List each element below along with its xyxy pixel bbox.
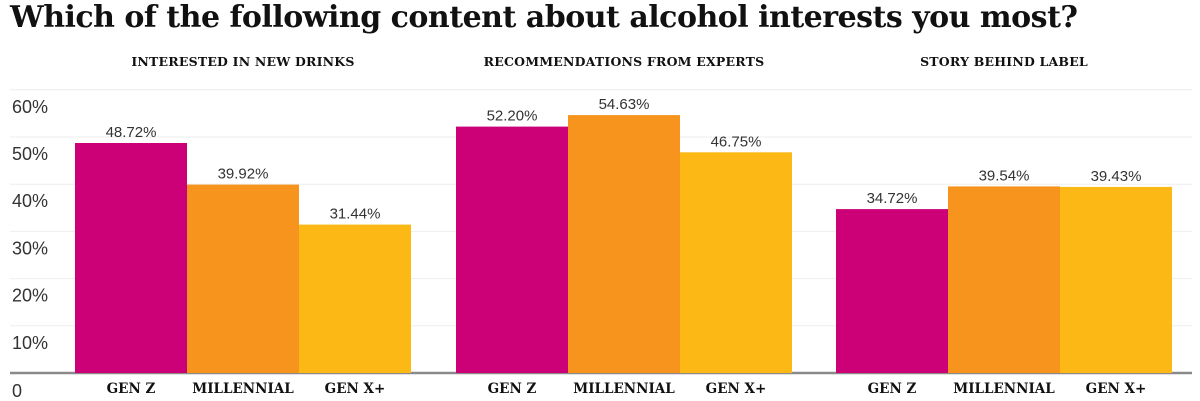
group-title: INTERESTED IN NEW DRINKS [131,54,354,69]
data-label: 34.72% [867,190,918,207]
group-title: RECOMMENDATIONS FROM EXPERTS [484,54,765,69]
bar [456,126,568,373]
data-label: 54.63% [599,96,650,113]
y-tick-label: 40% [12,191,48,211]
group-title: STORY BEHIND LABEL [920,54,1088,69]
bar [187,184,299,373]
x-category-label: GEN X+ [706,381,767,397]
y-tick-label: 10% [12,333,48,353]
y-tick-label: 50% [12,144,48,164]
bars [75,115,1172,373]
data-label: 48.72% [106,124,157,141]
y-tick-label: 30% [12,238,48,258]
bar [75,143,187,373]
data-label: 46.75% [711,133,762,150]
data-label: 39.54% [979,167,1030,184]
x-category-label: GEN X+ [1086,381,1147,397]
y-tick-label: 60% [12,97,48,117]
x-category-label: MILLENNIAL [953,381,1055,397]
x-category-label: MILLENNIAL [192,381,294,397]
data-label: 39.92% [218,166,269,183]
y-tick-label: 20% [12,286,48,306]
bar [948,186,1060,373]
x-category-label: MILLENNIAL [573,381,675,397]
x-category-label: GEN X+ [325,381,386,397]
bar [299,224,411,373]
x-category-label: GEN Z [107,381,156,397]
x-category-label: GEN Z [868,381,917,397]
labels: 0 10% 20% 30% 40% 50% 60% INTERESTED IN NEW DRI… [12,54,1146,401]
bar [568,115,680,373]
data-label: 39.43% [1091,168,1142,185]
data-label: 52.20% [487,108,538,125]
data-label: 31.44% [330,206,381,223]
chart-title: Which of the following content about alc… [9,0,1078,35]
y-tick-label: 0 [12,381,22,401]
bar [836,209,948,373]
bar [1060,186,1172,373]
bar [680,152,792,373]
x-category-label: GEN Z [488,381,537,397]
